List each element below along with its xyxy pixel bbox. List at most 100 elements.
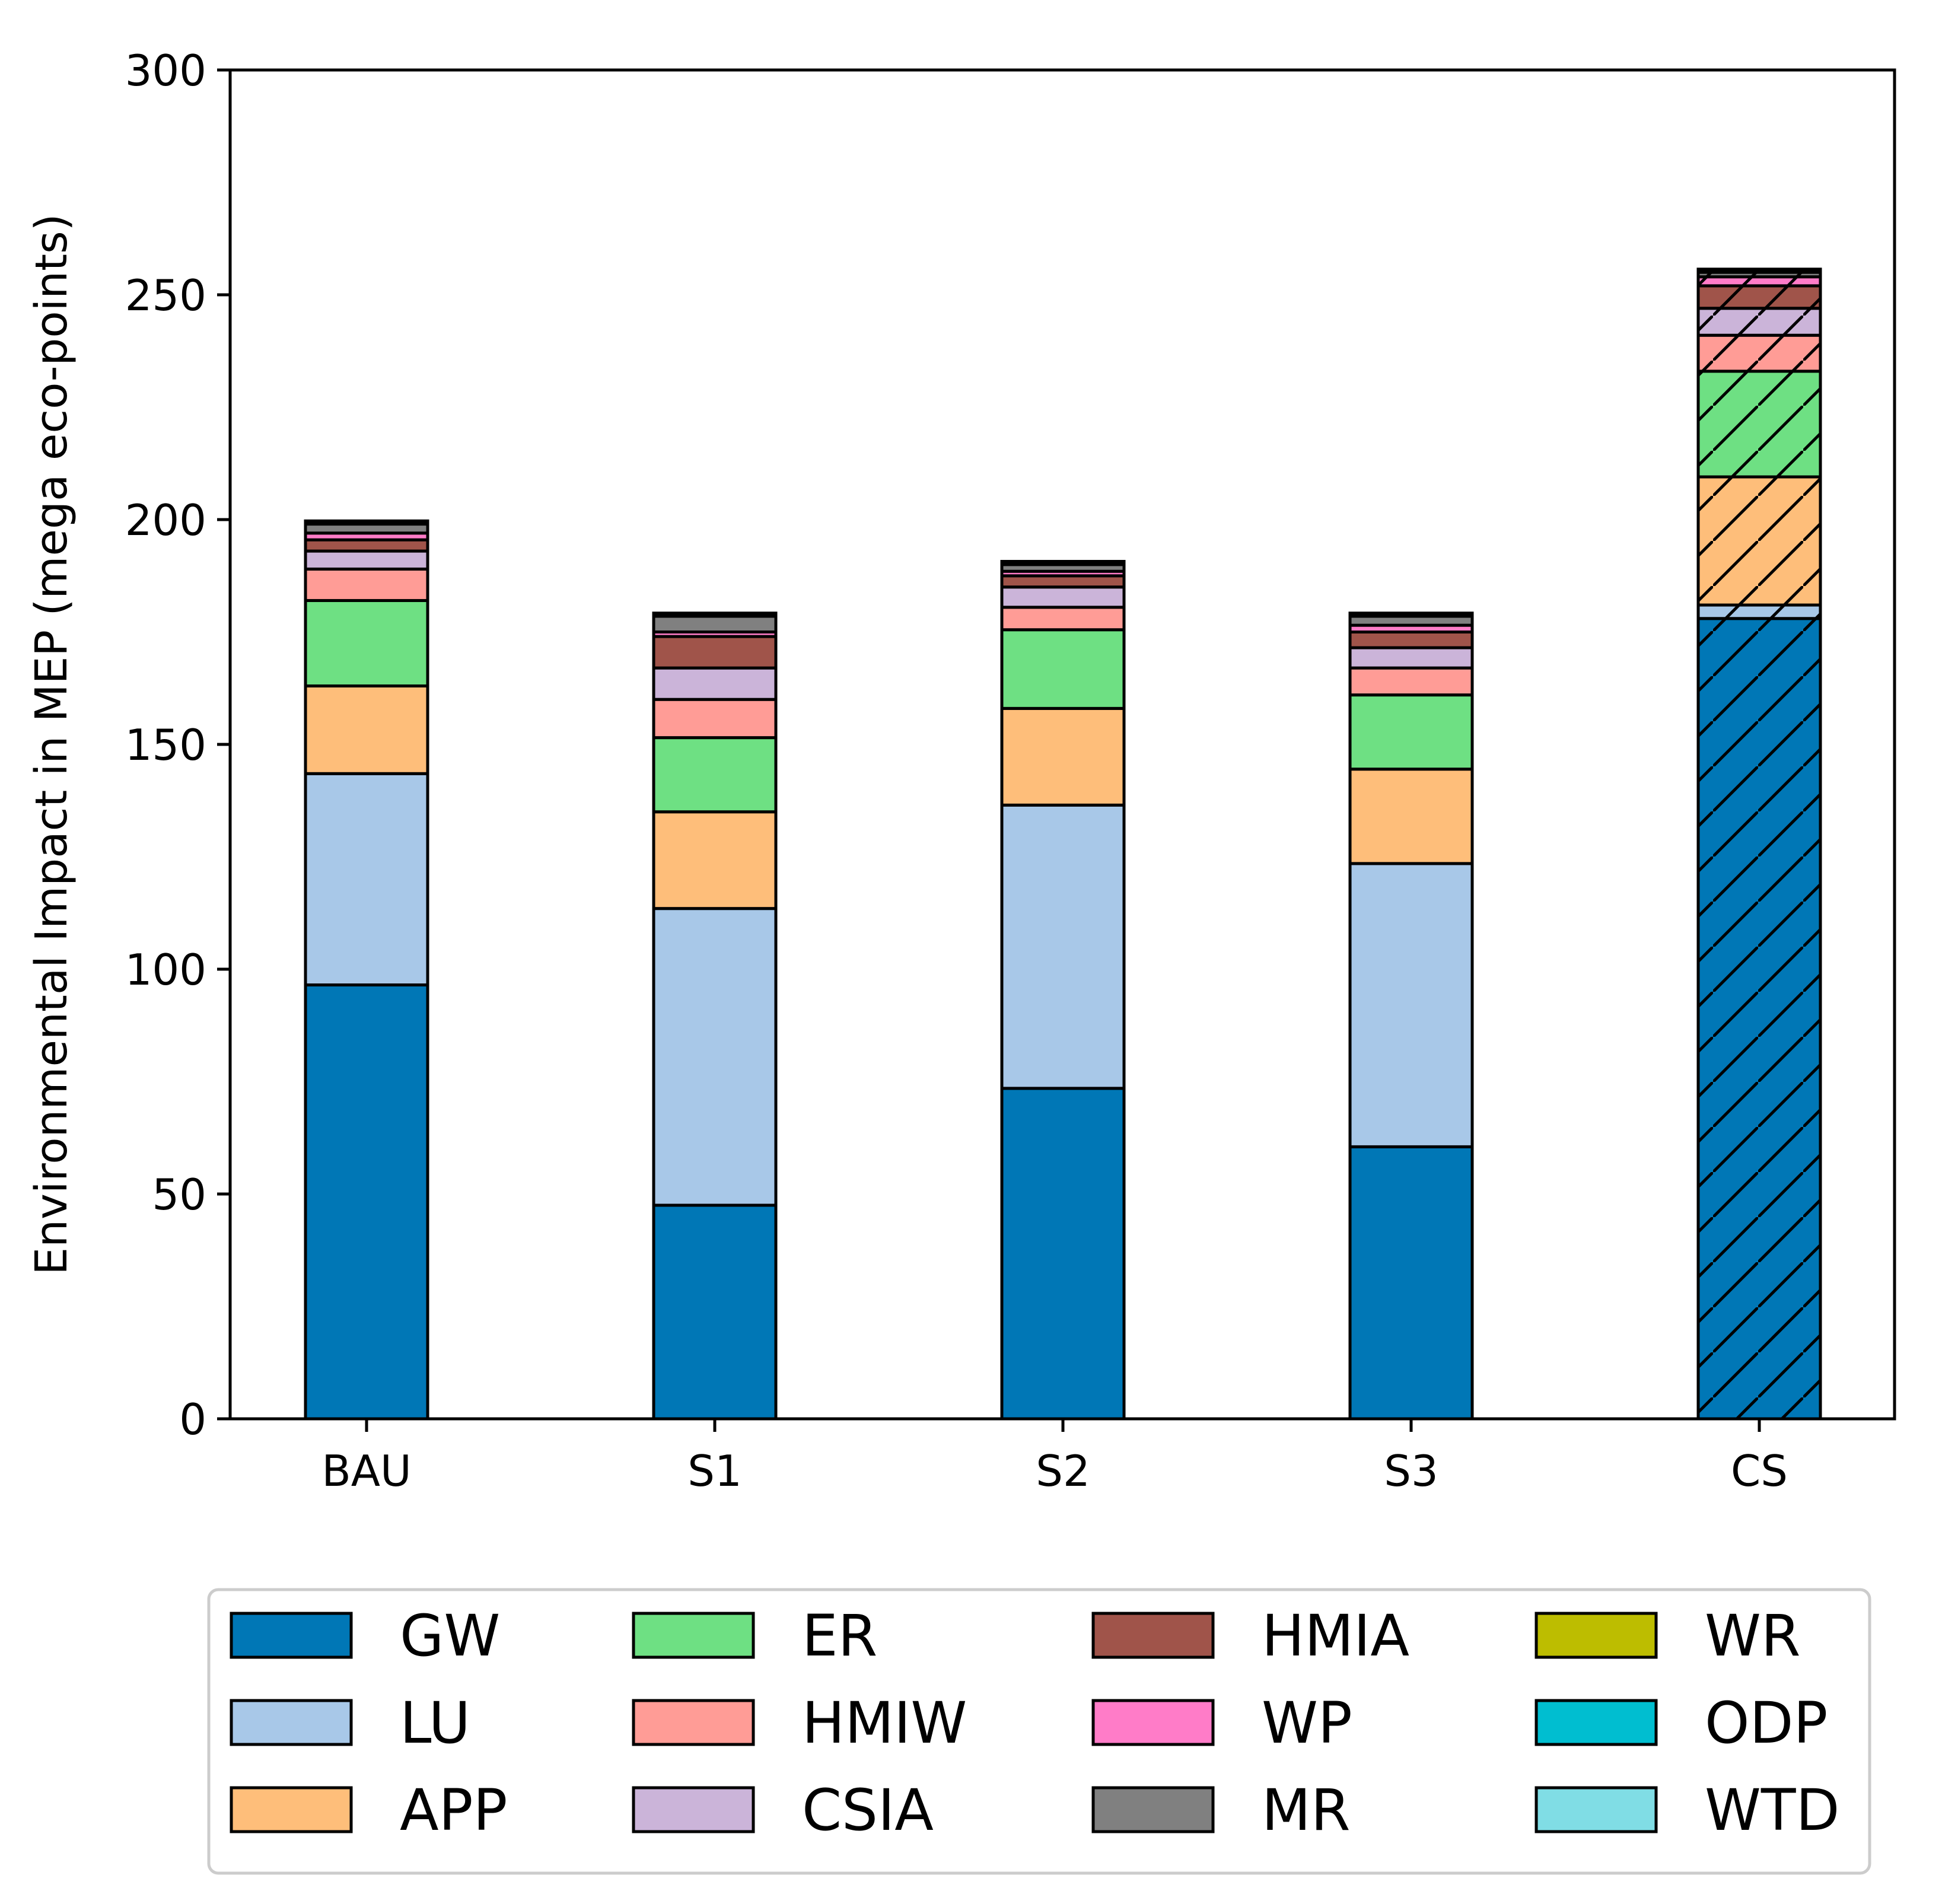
hatch-cs-gw xyxy=(1698,618,1820,1419)
legend-label-app: APP xyxy=(400,1777,507,1843)
bar-s3-er xyxy=(1348,693,1474,771)
legend-item-mr: MR xyxy=(1091,1777,1351,1843)
hatch-cs-wp xyxy=(1698,276,1820,286)
x-tick-label-s2: S2 xyxy=(1036,1446,1090,1496)
y-tick-label-300: 300 xyxy=(125,46,206,95)
bar-s3-csia xyxy=(1348,646,1474,670)
bar-s2-wtd xyxy=(1000,559,1126,564)
legend-label-wp: WP xyxy=(1262,1690,1352,1756)
legend-swatch-odp xyxy=(1535,1699,1658,1746)
bar-group-cs xyxy=(1696,268,1822,1421)
hatch-cs-wtd xyxy=(1698,269,1820,270)
hatch-cs-app xyxy=(1698,476,1820,606)
hatch-cs-lu xyxy=(1698,605,1820,619)
bar-s1-mr xyxy=(652,614,778,633)
bar-bau-hmiw xyxy=(304,567,429,602)
bar-s2-csia xyxy=(1000,585,1126,609)
legend-label-lu: LU xyxy=(400,1690,470,1756)
bar-s2-gw xyxy=(1000,1087,1126,1421)
bar-s3-app xyxy=(1348,768,1474,865)
legend-swatch-wtd xyxy=(1535,1786,1658,1833)
bar-s3-wtd xyxy=(1348,612,1474,616)
legend-swatch-app xyxy=(230,1786,353,1833)
bar-bau-wtd xyxy=(304,519,429,524)
y-tick-label-50: 50 xyxy=(152,1170,206,1220)
legend-label-csia: CSIA xyxy=(802,1777,934,1843)
bar-bau-csia xyxy=(304,549,429,571)
bar-group-s3 xyxy=(1348,612,1474,1421)
bar-s1-er xyxy=(652,736,778,814)
bar-s1-gw xyxy=(652,1203,778,1421)
legend-item-app: APP xyxy=(230,1777,507,1843)
y-tick-label-150: 150 xyxy=(125,720,206,770)
legend: GW LU APP ER HMIW CSIA HMIA WP MR WR ODP WTD xyxy=(207,1588,1871,1875)
legend-item-er: ER xyxy=(632,1603,877,1669)
bar-s3-gw xyxy=(1348,1145,1474,1421)
bar-s1-app xyxy=(652,810,778,910)
bar-group-s1 xyxy=(652,612,778,1421)
bar-s2-hmiw xyxy=(1000,606,1126,632)
bar-group-bau xyxy=(304,519,429,1421)
legend-item-csia: CSIA xyxy=(632,1777,934,1843)
y-tick-label-250: 250 xyxy=(125,270,206,320)
legend-item-wp: WP xyxy=(1091,1690,1352,1756)
legend-swatch-hmiw xyxy=(632,1699,755,1746)
legend-label-hmiw: HMIW xyxy=(802,1690,967,1756)
hatch-cs-mr xyxy=(1698,272,1820,277)
legend-item-lu: LU xyxy=(230,1690,470,1756)
bar-s3-lu xyxy=(1348,862,1474,1148)
bar-s1-wtd xyxy=(652,612,778,616)
legend-swatch-er xyxy=(632,1612,755,1659)
legend-item-hmia: HMIA xyxy=(1091,1603,1409,1669)
x-tick-label-bau: BAU xyxy=(321,1446,411,1496)
legend-item-hmiw: HMIW xyxy=(632,1690,967,1756)
legend-swatch-mr xyxy=(1091,1786,1215,1833)
legend-label-gw: GW xyxy=(400,1603,500,1669)
bars-layer xyxy=(304,268,1822,1421)
bar-s3-hmiw xyxy=(1348,666,1474,697)
hatch-cs-er xyxy=(1698,371,1820,477)
bar-s2-er xyxy=(1000,628,1126,710)
bar-bau-lu xyxy=(304,772,429,987)
y-axis: 0 50 100 150 200 250 300 xyxy=(125,46,230,1444)
x-tick-label-cs: CS xyxy=(1731,1446,1788,1496)
hatch-cs-hmia xyxy=(1698,285,1820,308)
bar-s3-hmia xyxy=(1348,631,1474,649)
x-tick-label-s1: S1 xyxy=(687,1446,742,1496)
bar-bau-er xyxy=(304,598,429,687)
legend-swatch-lu xyxy=(230,1699,353,1746)
bar-bau-gw xyxy=(304,983,429,1421)
legend-swatch-wp xyxy=(1091,1699,1215,1746)
bar-s1-hmiw xyxy=(652,698,778,740)
x-tick-label-s3: S3 xyxy=(1384,1446,1438,1496)
bar-s2-app xyxy=(1000,706,1126,807)
legend-label-hmia: HMIA xyxy=(1262,1603,1409,1669)
legend-label-odp: ODP xyxy=(1705,1690,1828,1756)
legend-label-er: ER xyxy=(802,1603,877,1669)
bar-bau-app xyxy=(304,684,429,775)
hatch-cs-hmiw xyxy=(1698,335,1820,371)
bar-s1-hmia xyxy=(652,635,778,670)
bar-s2-hmia xyxy=(1000,574,1126,589)
legend-item-odp: ODP xyxy=(1535,1690,1828,1756)
y-tick-label-0: 0 xyxy=(179,1394,206,1444)
legend-label-wr: WR xyxy=(1705,1603,1801,1669)
legend-swatch-gw xyxy=(230,1612,353,1659)
legend-item-wtd: WTD xyxy=(1535,1777,1839,1843)
y-tick-label-100: 100 xyxy=(125,945,206,995)
bar-bau-hmia xyxy=(304,538,429,553)
bar-s1-csia xyxy=(652,666,778,701)
bar-s2-lu xyxy=(1000,803,1126,1090)
legend-label-mr: MR xyxy=(1262,1777,1351,1843)
x-axis: BAU S1 S2 S3 CS xyxy=(321,1419,1788,1496)
y-tick-label-200: 200 xyxy=(125,495,206,545)
legend-swatch-csia xyxy=(632,1786,755,1833)
bar-group-s2 xyxy=(1000,559,1126,1421)
legend-frame xyxy=(207,1588,1871,1875)
legend-item-wr: WR xyxy=(1535,1603,1801,1669)
hatch-cs-csia xyxy=(1698,308,1820,336)
y-axis-label: Environmental Impact in MEP (mega eco-po… xyxy=(26,214,77,1275)
legend-swatch-hmia xyxy=(1091,1612,1215,1659)
